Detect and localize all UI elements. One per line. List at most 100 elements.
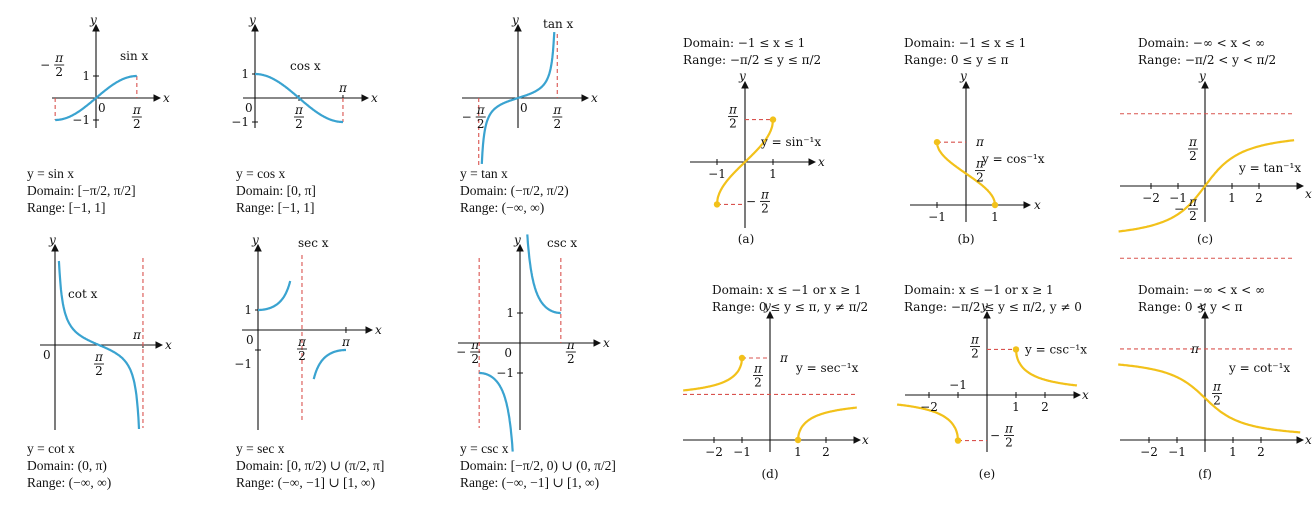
inverse-panel-c: Domain: −∞ < x < ∞ Range: −π/2 < y < π/2 (…	[1138, 36, 1276, 246]
inverse-e-letter: (e)	[979, 467, 995, 481]
b-pi2-den: 2	[976, 171, 984, 185]
csc-x-label: x	[603, 336, 610, 350]
inverse-a-range: Range: −π/2 ≤ y ≤ π/2	[683, 53, 821, 67]
b-dot-bottom	[991, 201, 999, 209]
inverse-f-range: Range: 0 < y < π	[1138, 300, 1243, 314]
caption-sec-line: y = sec x	[236, 441, 285, 456]
caption-sec-line: Domain: [0, π/2) ∪ (π/2, π]	[236, 458, 385, 473]
d-y-label: y	[763, 299, 771, 313]
d-pi2-den: 2	[754, 375, 762, 389]
d-pi2: π2	[753, 361, 763, 389]
f-pi: π	[1190, 342, 1200, 356]
cos-pi2: π2	[293, 103, 304, 131]
c-curve	[1118, 139, 1295, 233]
caption-sec: y = sec x Domain: [0, π/2) ∪ (π/2, π] Rang…	[236, 440, 384, 491]
e-negpi2: − π2	[990, 422, 1014, 450]
d-pi2-num: π	[753, 361, 763, 375]
csc-pi2-num: π	[566, 338, 576, 352]
d-two: 2	[822, 445, 830, 459]
cos-pi2-num: π	[294, 103, 304, 117]
e-negpi2-num: π	[1004, 422, 1014, 436]
e-neg-one: −1	[949, 378, 967, 392]
cot-y-label: y	[48, 233, 56, 247]
csc-pi2-den: 2	[567, 352, 575, 366]
c-pi2-num: π	[1188, 135, 1198, 149]
b-pi2: π2	[975, 157, 985, 185]
inverse-d-range: Range: 0 ≤ y ≤ π, y ≠ π/2	[712, 300, 868, 314]
inverse-f-domain: Domain: −∞ < x < ∞	[1138, 283, 1265, 297]
d-x-label: x	[862, 433, 869, 447]
inverse-a-letter: (a)	[738, 232, 755, 246]
sec-pi: π	[341, 335, 351, 349]
sin-negpi2: − π2	[40, 51, 64, 79]
cot-name: cot x	[68, 287, 98, 301]
d-dot-right	[794, 436, 802, 444]
sec-pi2-num: π	[297, 335, 307, 349]
tan-curve	[480, 32, 556, 164]
csc-one: 1	[506, 306, 514, 320]
inverse-panel-d: Domain: x ≤ −1 or x ≥ 1 Range: 0 ≤ y ≤ π,…	[712, 283, 868, 481]
caption-csc-line: Range: (−∞, −1] ∪ [1, ∞)	[460, 475, 600, 490]
c-label: y = tan⁻¹x	[1238, 161, 1301, 175]
csc-negpi2-den: 2	[471, 352, 479, 366]
csc-zero: 0	[504, 346, 512, 360]
inverse-panel-a: Domain: −1 ≤ x ≤ 1 Range: −π/2 ≤ y ≤ π/2 (…	[683, 36, 821, 246]
b-neg-one: −1	[928, 210, 946, 224]
cot-pi: π	[132, 328, 142, 342]
inverse-f-letter: (f)	[1198, 467, 1212, 481]
f-pi2-den: 2	[1213, 393, 1221, 407]
b-y-label: y	[959, 69, 967, 83]
csc-pi2: π2	[565, 338, 576, 366]
a-pi2-den: 2	[729, 117, 737, 131]
a-y-label: y	[738, 69, 746, 83]
a-negpi2-den: 2	[761, 201, 769, 215]
tan-y-label: y	[511, 13, 519, 27]
a-one: 1	[769, 167, 777, 181]
cos-y-label: y	[248, 13, 256, 27]
a-negpi2-num: π	[760, 187, 770, 201]
tan-pi2: π2	[552, 103, 562, 131]
caption-cos: y = cos x Domain: [0, π] Range: [−1, 1]	[236, 166, 316, 215]
caption-cot-line: Range: (−∞, ∞)	[27, 475, 112, 490]
f-label: y = cot⁻¹x	[1228, 361, 1290, 375]
caption-csc-line: y = csc x	[460, 441, 509, 456]
cos-name: cos x	[290, 59, 321, 73]
c-two: 2	[1255, 191, 1263, 205]
caption-cot-line: y = cot x	[27, 441, 75, 456]
a-pi2: π2	[728, 103, 738, 131]
tan-negpi2-num: π	[476, 103, 486, 117]
e-pi2: π2	[970, 332, 980, 360]
sin-y-label: y	[89, 13, 97, 27]
a-label: y = sin⁻¹x	[760, 135, 821, 149]
b-x-label: x	[1034, 198, 1041, 212]
asymptote-layer	[54, 34, 1295, 442]
sin-one: 1	[82, 69, 90, 83]
f-y-label: y	[1198, 299, 1206, 313]
caption-tan: y = tan x Domain: (−π/2, π/2) Range: (−∞, …	[460, 166, 569, 215]
csc-name: csc x	[547, 236, 577, 250]
d-pi: π	[779, 351, 789, 365]
sec-zero: 0	[246, 333, 254, 347]
e-neg-two: −2	[920, 400, 938, 414]
caption-csc-line: Domain: [−π/2, 0) ∪ (0, π/2]	[460, 458, 616, 473]
e-one: 1	[1012, 400, 1020, 414]
c-pi2-den: 2	[1189, 149, 1197, 163]
e-dot-right	[1012, 346, 1020, 353]
sec-curve-left	[258, 280, 292, 312]
inverse-e-domain: Domain: x ≤ −1 or x ≥ 1	[904, 283, 1054, 297]
e-y-label: y	[980, 299, 988, 313]
d-dot-left	[738, 354, 746, 362]
sec-one: 1	[244, 303, 252, 317]
e-negpi2-minus: −	[990, 429, 1000, 443]
f-two: 2	[1257, 445, 1265, 459]
tan-negpi2-minus: −	[462, 110, 472, 124]
c-negpi2: − π2	[1174, 195, 1198, 223]
inverse-c-letter: (c)	[1197, 232, 1213, 246]
d-label: y = sec⁻¹x	[795, 361, 859, 375]
b-label: y = cos⁻¹x	[981, 152, 1045, 166]
c-one: 1	[1228, 191, 1236, 205]
a-dot-bottom	[713, 201, 721, 208]
tan-x-label: x	[591, 91, 598, 105]
sin-x-label: x	[163, 91, 170, 105]
